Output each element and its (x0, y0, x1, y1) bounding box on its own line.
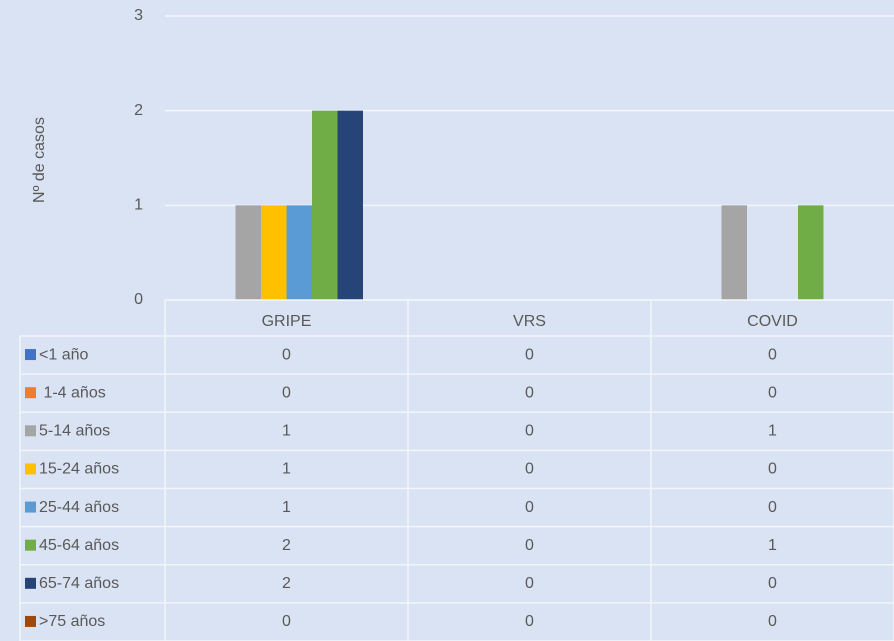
table-cell: 1 (282, 461, 291, 478)
bar (286, 205, 312, 300)
table-cell: 0 (282, 384, 291, 401)
bar (312, 110, 338, 301)
table-cell: 1 (768, 537, 777, 554)
table-cell: 0 (768, 499, 777, 516)
table-cell: 0 (768, 384, 777, 401)
y-tick-label: 0 (134, 291, 143, 308)
legend-swatch (25, 349, 36, 361)
legend-label: <1 año (39, 346, 88, 363)
table-cell: 2 (282, 537, 291, 554)
legend-label: 25-44 años (39, 499, 119, 516)
legend-label: 65-74 años (39, 575, 119, 592)
legend-swatch (25, 501, 36, 513)
y-tick-label: 1 (134, 197, 143, 214)
table-cell: 1 (768, 423, 777, 440)
legend-swatch (25, 387, 36, 399)
table-cell: 0 (768, 575, 777, 592)
table-cell: 2 (282, 575, 291, 592)
table-cell: 1 (282, 499, 291, 516)
table-cell: 0 (525, 346, 534, 363)
legend-label: 5-14 años (39, 423, 110, 440)
table-cell: 0 (768, 613, 777, 630)
table-cell: 0 (525, 423, 534, 440)
bar (721, 205, 747, 300)
table-cell: 0 (525, 575, 534, 592)
y-tick-label: 3 (134, 7, 143, 24)
y-axis-label: Nº de casos (31, 117, 48, 203)
table-cell: 0 (768, 346, 777, 363)
legend-swatch (25, 463, 36, 475)
legend-swatch (25, 577, 36, 589)
table-cell: 0 (525, 499, 534, 516)
legend-swatch (25, 539, 36, 551)
legend-label: 45-64 años (39, 537, 119, 554)
legend-label: >75 años (39, 613, 105, 630)
bar (337, 110, 363, 301)
table-cell: 0 (282, 346, 291, 363)
bar (798, 205, 824, 300)
x-tick-label: GRIPE (262, 313, 312, 330)
x-tick-label: COVID (747, 313, 798, 330)
legend-label: 1-4 años (39, 384, 106, 401)
bar (261, 205, 287, 300)
table-cell: 0 (525, 384, 534, 401)
table-cell: 0 (282, 613, 291, 630)
table-cell: 1 (282, 423, 291, 440)
x-tick-label: VRS (513, 313, 546, 330)
table-cell: 0 (768, 461, 777, 478)
y-tick-label: 2 (134, 102, 143, 119)
table-cell: 0 (525, 461, 534, 478)
legend-swatch (25, 425, 36, 437)
legend-label: 15-24 años (39, 461, 119, 478)
table-cell: 0 (525, 537, 534, 554)
table-cell: 0 (525, 613, 534, 630)
bar (235, 205, 261, 300)
legend-swatch (25, 615, 36, 627)
